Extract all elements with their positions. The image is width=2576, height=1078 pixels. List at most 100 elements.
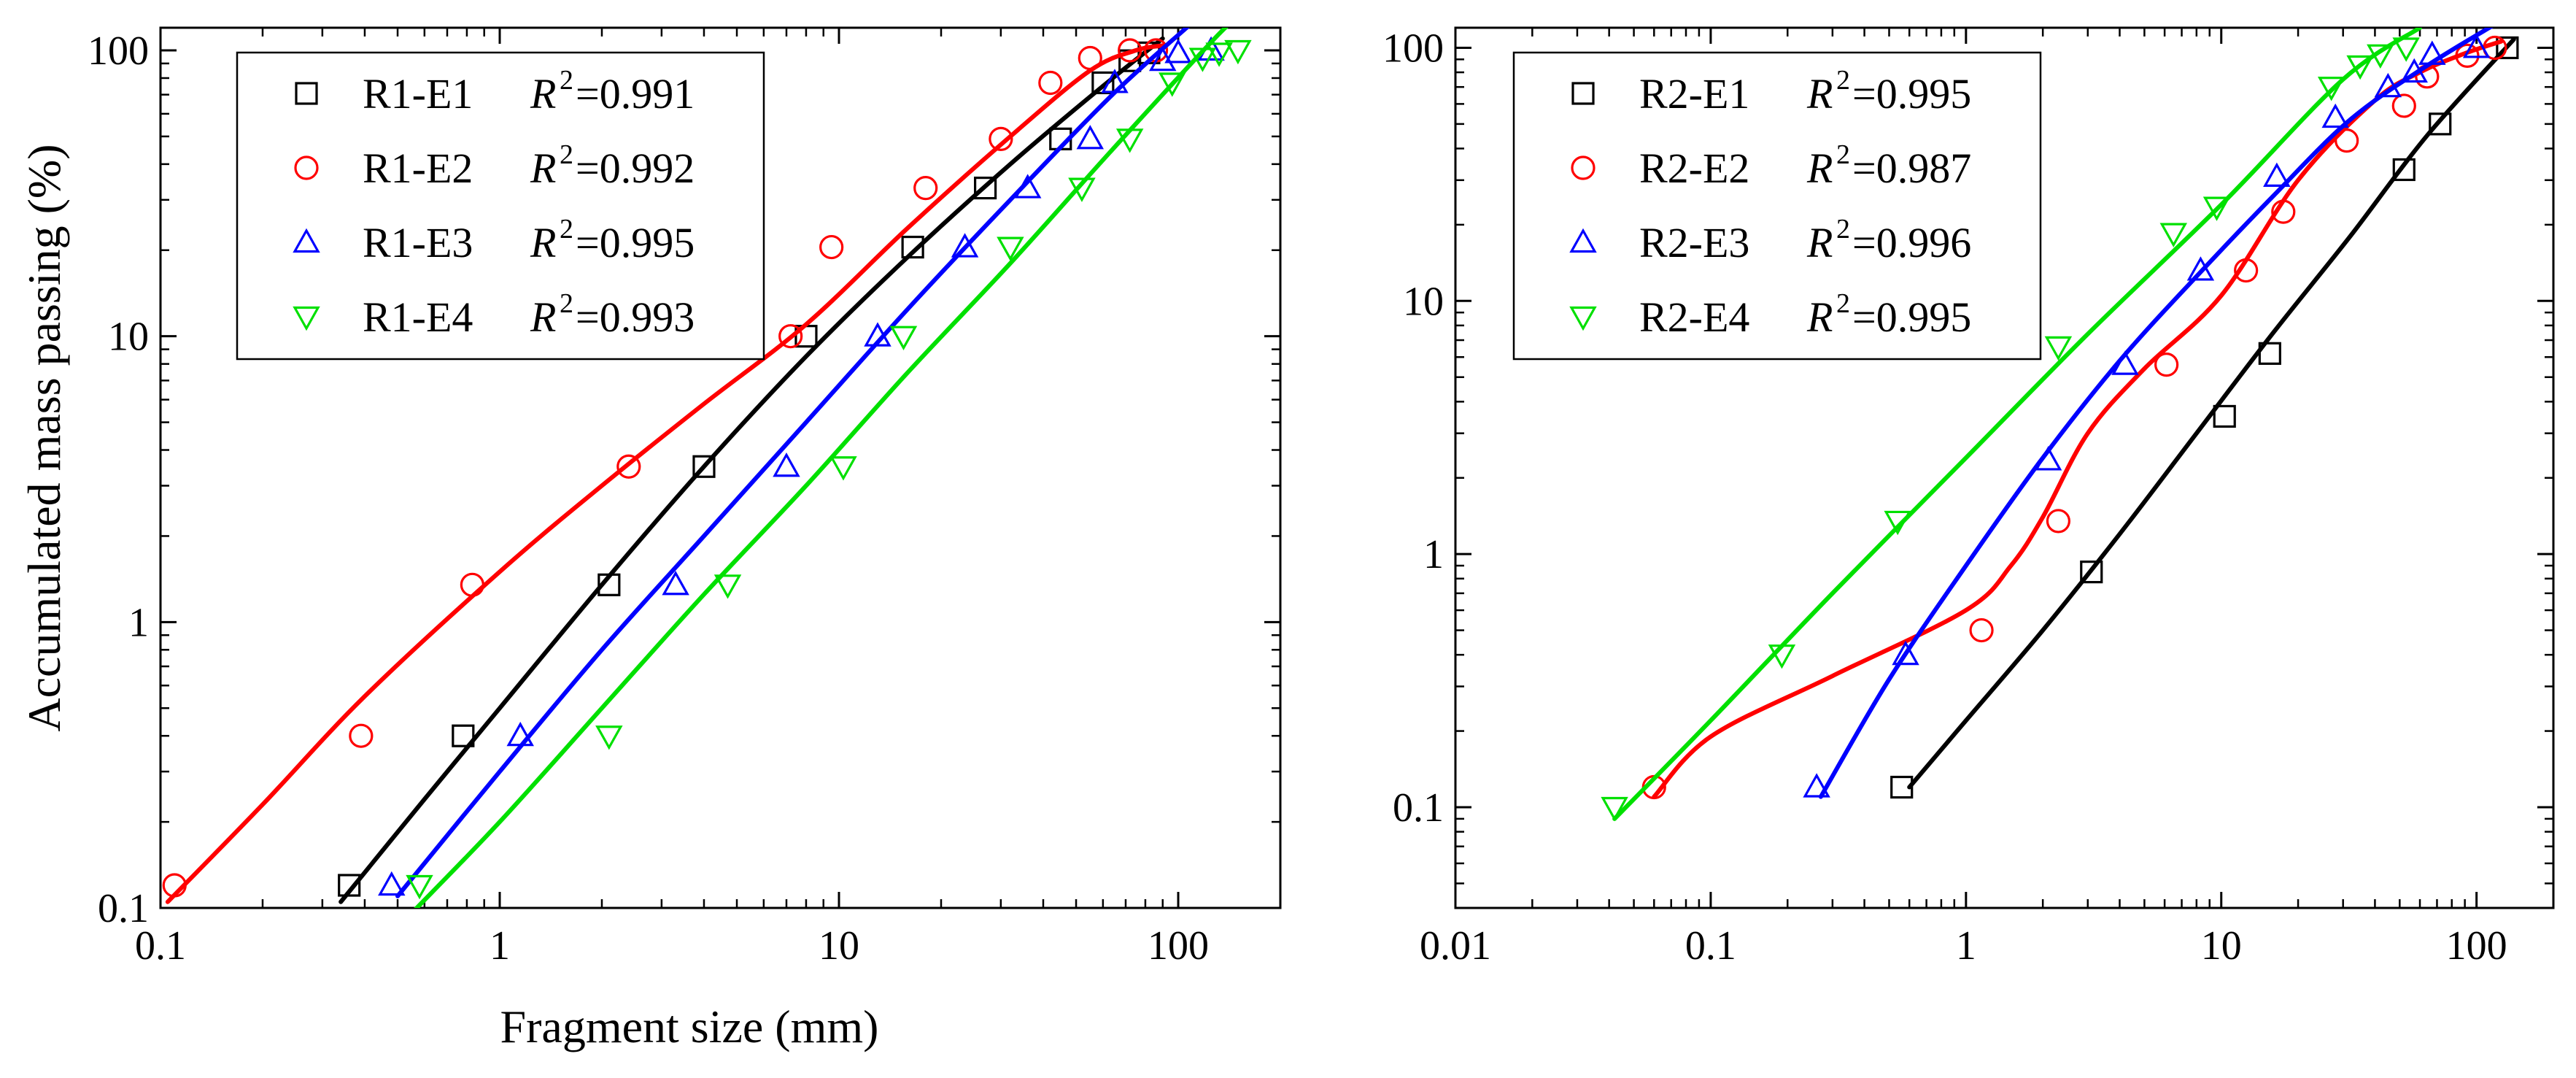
fit-curve-R1-E1 <box>339 36 1165 904</box>
data-point-R1-E3 <box>1164 39 1192 63</box>
data-point-R2-E3 <box>2263 162 2291 187</box>
data-point-R1-E1 <box>597 573 621 596</box>
data-point-R2-E4 <box>2346 55 2374 80</box>
data-point-R1-E3 <box>1013 174 1042 199</box>
legend-r2-superscript: 2 <box>1836 214 1850 245</box>
legend-series-name: R2-E2 <box>1639 145 1749 192</box>
data-point-R2-E3 <box>2418 40 2446 65</box>
legend-r2-value: =0.995 <box>576 219 695 266</box>
data-point-R2-E4 <box>2159 223 2188 247</box>
data-point-R2-E4 <box>2202 196 2231 221</box>
x-tick-label: 100 <box>1148 923 1209 969</box>
y-tick-label: 0.1 <box>98 886 149 931</box>
y-tick-label: 10 <box>108 315 149 360</box>
legend-r2-symbol: R <box>1806 70 1833 118</box>
legend-r2-superscript: 2 <box>1836 65 1850 96</box>
y-tick-label: 1 <box>128 600 149 645</box>
data-point-R1-E1 <box>692 455 716 478</box>
legend-r2-value: =0.987 <box>1852 145 1971 192</box>
left-plot-area <box>162 28 1252 908</box>
legend-marker-R1-E2 <box>294 155 319 180</box>
data-point-R2-E1 <box>2429 112 2452 136</box>
y-tick-label: 1 <box>1423 532 1444 577</box>
series-R2-E1 <box>1890 36 2519 799</box>
fit-curve-R2-E4 <box>1612 28 2423 821</box>
legend-entry: R1-E2 R 2 =0.992 <box>294 139 695 192</box>
data-point-R2-E4 <box>2392 37 2420 62</box>
data-point-R1-E4 <box>595 725 623 750</box>
data-point-R2-E4 <box>1768 644 1796 669</box>
data-point-R2-E3 <box>2462 34 2491 58</box>
data-point-R2-E3 <box>2034 446 2062 471</box>
legend-series-name: R2-E4 <box>1639 293 1749 341</box>
fit-curve-R1-E4 <box>414 28 1229 908</box>
legend-r2-value: =0.996 <box>1852 219 1971 266</box>
data-point-R1-E2 <box>460 572 484 597</box>
legend-entry: R1-E1 R 2 =0.991 <box>295 65 695 118</box>
x-tick-label: 1 <box>1956 923 1976 969</box>
data-point-R1-E2 <box>778 324 803 349</box>
legend-entry: R2-E2 R 2 =0.987 <box>1571 139 1971 192</box>
data-point-R1-E1 <box>901 235 924 259</box>
legend-marker-R1-E1 <box>295 82 318 105</box>
legend-r2-symbol: R <box>530 145 556 192</box>
fit-curve-R1-E3 <box>395 28 1190 898</box>
data-point-R2-E1 <box>1890 775 1914 799</box>
data-point-R2-E3 <box>2186 256 2215 281</box>
data-point-R2-E1 <box>2392 158 2416 182</box>
legend-series-name: R1-E4 <box>363 293 473 341</box>
x-tick-label: 0.01 <box>1420 923 1491 969</box>
legend-r2-superscript: 2 <box>560 139 573 170</box>
legend-r2-value: =0.995 <box>1852 70 1971 118</box>
data-point-R1-E4 <box>1205 42 1233 67</box>
data-point-R1-E3 <box>1101 69 1129 93</box>
legend-r2-superscript: 2 <box>560 214 573 245</box>
legend-entry: R2-E3 R 2 =0.996 <box>1569 214 1971 266</box>
data-point-R1-E4 <box>829 456 857 481</box>
data-point-R2-E2 <box>1969 617 1994 643</box>
data-point-R2-E4 <box>1884 510 1911 536</box>
left-plot-frame <box>159 26 1282 909</box>
x-tick-label: 100 <box>2446 923 2507 969</box>
data-point-R1-E3 <box>1076 125 1105 150</box>
data-point-R2-E1 <box>2258 342 2281 365</box>
y-tick-label: 0.1 <box>1393 785 1444 831</box>
y-tick-label: 100 <box>88 28 149 74</box>
data-point-R1-E3 <box>506 721 534 747</box>
data-point-R1-E3 <box>864 322 891 347</box>
data-point-R2-E3 <box>2321 103 2349 128</box>
legend-r2-symbol: R <box>1806 145 1833 192</box>
legend-series-name: R1-E2 <box>363 145 473 192</box>
data-point-R1-E4 <box>997 236 1024 261</box>
data-point-R1-E3 <box>378 871 406 896</box>
legend-r2-superscript: 2 <box>560 288 573 319</box>
data-point-R2-E3 <box>2111 350 2139 375</box>
legend-box <box>1512 51 2042 361</box>
data-point-R1-E3 <box>662 571 689 596</box>
data-point-R1-E4 <box>713 574 742 599</box>
fit-curve-R1-E2 <box>165 43 1165 904</box>
legend-r2-symbol: R <box>530 293 556 341</box>
legend-entry: R1-E4 R 2 =0.993 <box>293 288 695 341</box>
data-point-R2-E4 <box>2044 336 2073 361</box>
x-tick-label: 10 <box>819 923 859 969</box>
legend-r2-value: =0.995 <box>1852 293 1971 341</box>
data-point-R2-E4 <box>2317 77 2345 101</box>
data-point-R1-E4 <box>406 874 433 900</box>
y-tick-label: 100 <box>1382 26 1444 71</box>
data-point-R2-E2 <box>2271 199 2296 224</box>
legend-series-name: R2-E1 <box>1639 70 1749 118</box>
right-plot-frame <box>1454 26 2555 909</box>
legend-marker-R1-E3 <box>293 228 320 253</box>
legend-box <box>236 51 765 361</box>
data-point-R2-E3 <box>1892 640 1919 666</box>
legend-series-name: R1-E1 <box>363 70 473 118</box>
x-axis-label: Fragment size (mm) <box>500 1001 879 1052</box>
legend-series-name: R1-E3 <box>363 219 473 266</box>
data-point-R1-E4 <box>1188 47 1217 72</box>
